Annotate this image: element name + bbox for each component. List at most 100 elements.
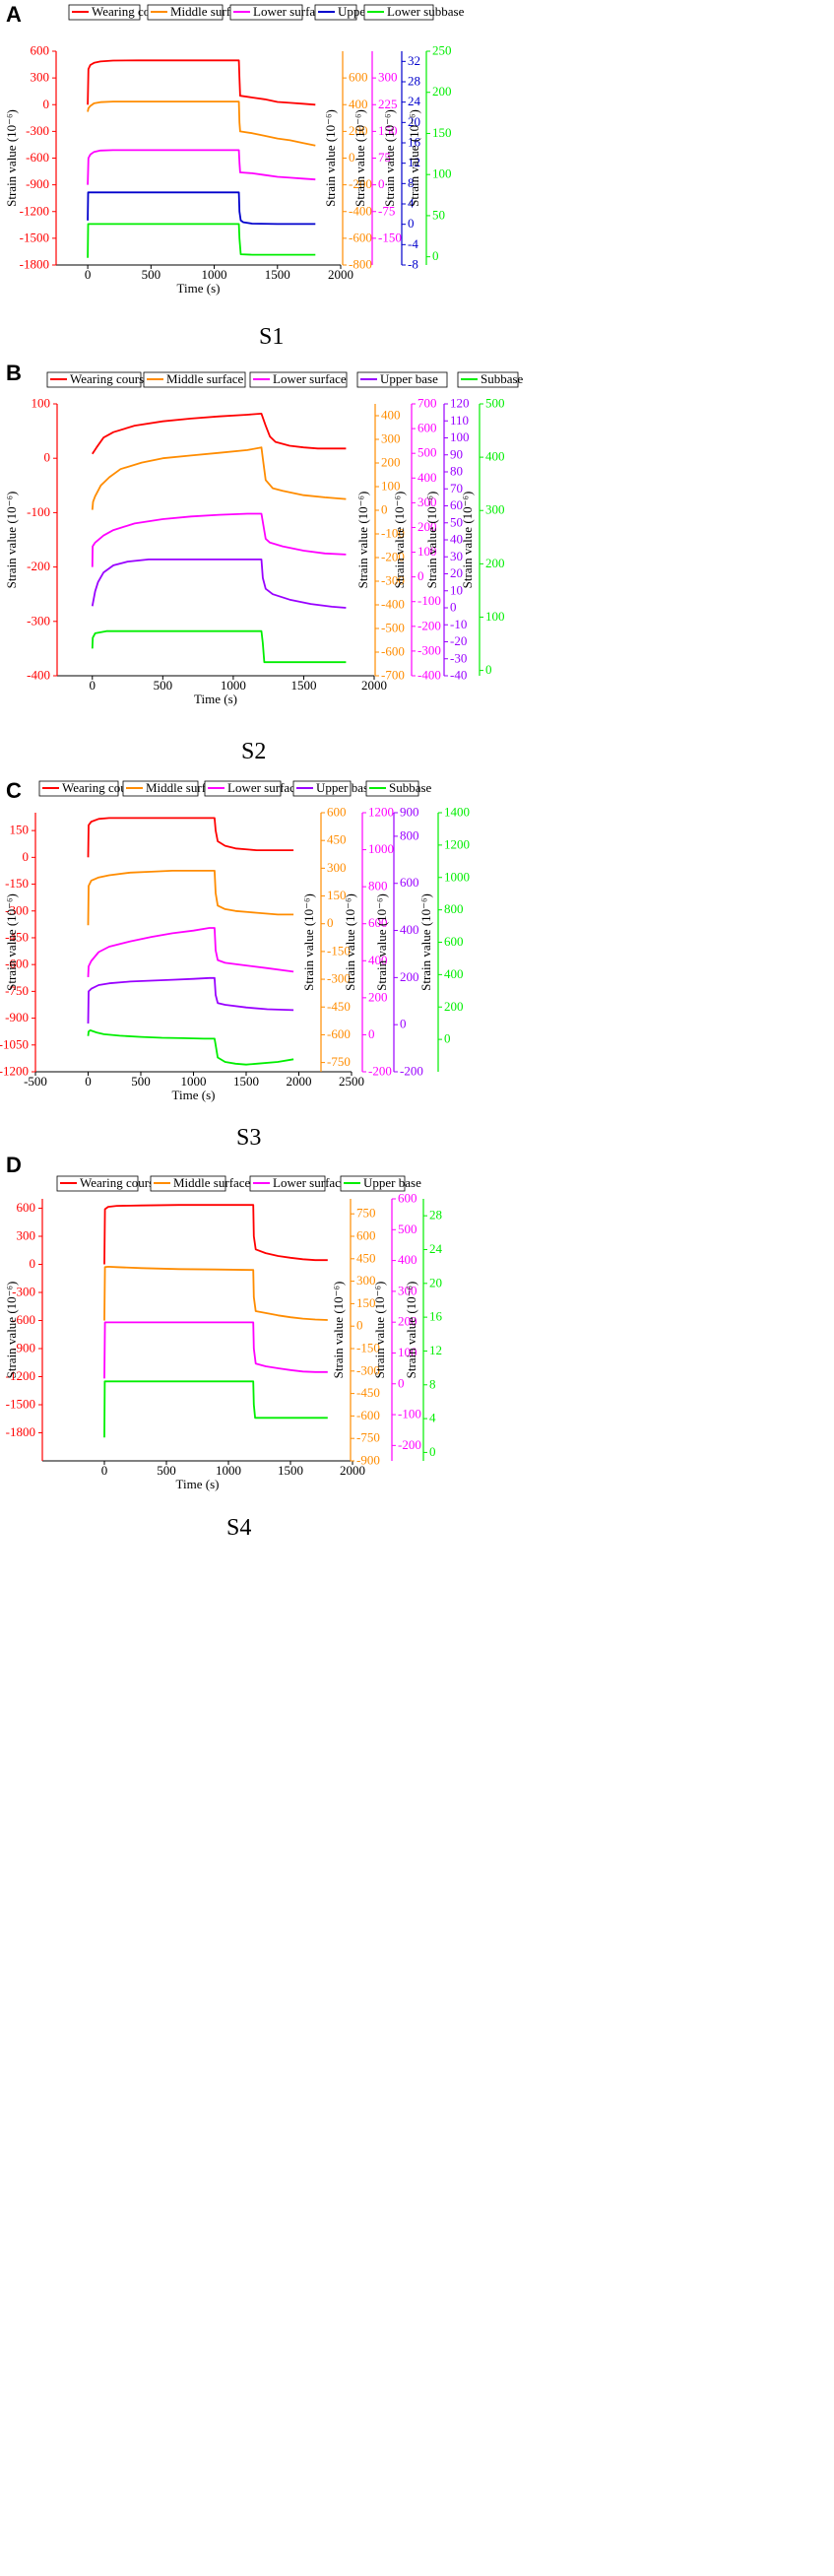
y-tick-label: -700 [381, 668, 405, 683]
y-tick-label: 20 [450, 565, 463, 580]
series-line-upper-base [103, 1380, 328, 1438]
legend-box [363, 4, 434, 21]
y-tick-label: -750 [5, 983, 29, 998]
y-tick-label: -400 [417, 668, 441, 683]
legend-box [292, 780, 352, 797]
y-tick-label: -900 [12, 1341, 35, 1355]
series-line-subbase [91, 629, 347, 664]
y-tick-label: -40 [450, 668, 467, 683]
y-tick-label: 0 [398, 1375, 405, 1390]
y-tick-label: -900 [356, 1453, 380, 1468]
x-tick-label: 500 [131, 1074, 151, 1089]
legend-item: Upper base [356, 371, 448, 388]
y-tick-label: 400 [485, 449, 505, 464]
panel-D: D Wearing course Middle surface Lower surfa… [4, 1153, 443, 1541]
legend-box [150, 1175, 226, 1192]
y-tick-label: -1200 [20, 203, 49, 218]
legend-box [38, 780, 119, 797]
y-tick-label: 16 [408, 135, 421, 150]
y-axis-2: 600 500 400 300 200 100 0 -100 -200 Strain value … [372, 1191, 421, 1461]
y-tick-label: 30 [450, 549, 463, 563]
legend-item: Lower subbase [363, 4, 465, 21]
y-tick-label: 8 [408, 175, 415, 190]
y-tick-label: 12 [429, 1343, 442, 1357]
y-tick-label: 0 [444, 1031, 451, 1046]
y-axis-label: Strain value (10⁻⁶) [353, 109, 367, 207]
y-tick-label: 250 [432, 43, 452, 58]
y-tick-label: 400 [368, 953, 388, 967]
legend-box [249, 371, 348, 388]
y-tick-label: 0 [485, 662, 492, 677]
y-tick-label: 100 [381, 479, 401, 494]
series-line-lower-surface [103, 1321, 328, 1379]
y-tick-label: 0 [23, 849, 30, 864]
y-tick-label: 600 [398, 1191, 417, 1206]
y-tick-label: 600 [368, 915, 388, 930]
y-tick-label: -450 [5, 929, 29, 944]
y-tick-label: -300 [356, 1362, 380, 1377]
y-tick-label: 0 [450, 600, 457, 615]
y-tick-label: 900 [400, 805, 419, 820]
y-tick-label: 20 [408, 114, 420, 129]
y-tick-label: -600 [349, 230, 372, 244]
y-tick-label: 0 [349, 150, 355, 165]
y-tick-label: -20 [450, 633, 467, 648]
y-tick-label: 0 [327, 915, 334, 930]
legend-box [147, 4, 224, 21]
legend-label: Lower surface [253, 4, 327, 19]
y-tick-label: 32 [408, 53, 420, 68]
y-tick-label: -150 [5, 876, 29, 891]
x-tick-label: 500 [154, 678, 173, 693]
legend-label: Subbase [389, 780, 432, 795]
legend-item: Subbase [365, 780, 432, 797]
legend-box [249, 1175, 326, 1192]
y-tick-label: -200 [417, 618, 441, 632]
y-tick-label: 24 [429, 1241, 443, 1256]
y-axis-3: 1201101009080706050403020100-10-20-30-40… [424, 396, 470, 683]
x-tick-label: 1000 [216, 1463, 241, 1478]
y-tick-label: 600 [349, 70, 368, 85]
y-tick-label: -200 [368, 1064, 392, 1079]
y-tick-label: -8 [408, 257, 418, 272]
y-axis-label: Strain value (10⁻⁶) [301, 893, 316, 991]
legend-box [356, 371, 448, 388]
legend-item: Middle surface [143, 371, 246, 388]
legend-label: Subbase [481, 371, 524, 386]
x-tick-label: 1500 [233, 1074, 259, 1089]
y-tick-label: 50 [432, 207, 445, 222]
y-tick-label: 100 [485, 609, 505, 624]
y-tick-label: -600 [356, 1408, 380, 1422]
y-tick-label: 400 [381, 408, 401, 423]
legend-box [204, 780, 282, 797]
y-axis-3: 900 800 600 400 200 0 -200 Strain value (10⁻⁶) [374, 805, 423, 1079]
series-line-middle-surface [103, 1266, 328, 1321]
y-tick-label: -1500 [6, 1397, 35, 1412]
y-tick-label: -600 [327, 1026, 351, 1041]
legend-label: Upper base [316, 780, 374, 795]
series-line-upper-base [91, 559, 347, 609]
y-tick-label: 600 [17, 1200, 36, 1215]
y-tick-label: 400 [398, 1252, 417, 1267]
x-tick-label: 500 [157, 1463, 176, 1478]
legend-box [122, 780, 199, 797]
y-tick-label: -200 [398, 1437, 421, 1452]
legend-item: Middle surface [147, 4, 248, 21]
y-axis-label: Strain value (10⁻⁶) [392, 492, 407, 589]
x-tick-label: -500 [24, 1074, 47, 1089]
y-tick-label: 150 [10, 823, 30, 837]
legend-label: Lower surface [273, 1175, 347, 1190]
x-tick-label: 2000 [361, 678, 387, 693]
panel-letter: C [6, 778, 22, 803]
legend-item: Wearing course [46, 371, 150, 388]
y-tick-label: 150 [378, 123, 398, 138]
y-tick-label: 800 [444, 901, 464, 916]
legend-label: Lower surface [227, 780, 301, 795]
x-tick-label: 1500 [265, 267, 290, 282]
y-tick-label: 600 [327, 805, 347, 820]
y-tick-label: 600 [356, 1228, 376, 1243]
y-tick-label: 0 [381, 502, 388, 517]
y-tick-label: 300 [356, 1273, 376, 1288]
panel-caption: S1 [259, 324, 284, 350]
series-line-lower-surface [91, 512, 347, 567]
